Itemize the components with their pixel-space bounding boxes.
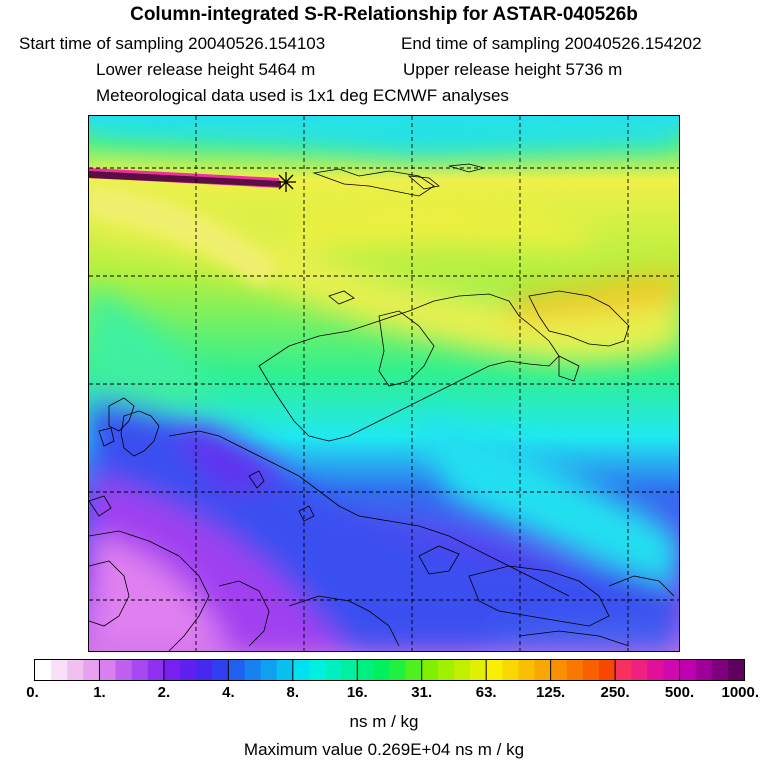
color-swatch — [518, 660, 536, 680]
upper-release-height-label: Upper release height 5736 m — [403, 60, 623, 79]
color-swatch — [695, 660, 713, 680]
map-title: Column-integrated S-R-Relationship for A… — [130, 4, 638, 25]
color-swatch — [341, 660, 358, 680]
color-swatch — [131, 660, 149, 680]
color-swatch — [147, 660, 165, 680]
map-canvas — [89, 116, 679, 651]
color-scale-swatches — [35, 660, 744, 680]
color-swatch — [534, 660, 552, 680]
color-swatch — [357, 660, 374, 680]
meteorological-data-label: Meteorological data used is 1x1 deg ECMW… — [96, 86, 509, 105]
color-swatch — [35, 660, 52, 680]
color-scale-tick-label: 1. — [93, 684, 106, 701]
color-scale-tick-label: 500. — [664, 684, 695, 701]
color-swatch — [598, 660, 616, 680]
color-scale-tick-label: 31. — [411, 684, 433, 701]
color-swatch — [292, 660, 310, 680]
units-label: ns m / kg — [349, 712, 419, 731]
color-scale-tick-label: 2. — [157, 684, 171, 701]
color-swatch — [453, 660, 471, 680]
color-swatch — [405, 660, 423, 680]
sensitivity-map — [88, 115, 680, 652]
color-swatch — [83, 660, 100, 680]
color-scale-tick-label: 1000. — [721, 684, 760, 701]
color-swatch — [115, 660, 133, 680]
color-swatch — [550, 660, 568, 680]
color-scale-tick-label: 8. — [286, 684, 300, 701]
color-swatch — [228, 660, 245, 680]
color-swatch — [679, 660, 697, 680]
color-swatch — [486, 660, 503, 680]
color-swatch — [727, 660, 744, 680]
color-swatch — [196, 660, 213, 680]
start-time-label: Start time of sampling 20040526.154103 — [19, 34, 326, 53]
color-swatch — [711, 660, 729, 680]
color-scale-tick-label: 250. — [600, 684, 630, 701]
color-swatch — [308, 660, 326, 680]
color-swatch — [260, 660, 278, 680]
color-swatch — [51, 660, 68, 680]
lower-release-height-label: Lower release height 5464 m — [96, 60, 316, 79]
color-swatch — [244, 660, 262, 680]
color-scale-tick-label: 63. — [475, 684, 497, 701]
color-swatch — [276, 660, 294, 680]
color-swatch — [631, 660, 648, 680]
max-value-label: Maximum value 0.269E+04 ns m / kg — [243, 740, 525, 759]
color-scale-bar — [34, 659, 745, 681]
color-swatch — [470, 660, 487, 680]
lat-lon-grid — [89, 116, 679, 651]
release-point-icon — [276, 172, 296, 192]
color-swatch — [325, 660, 342, 680]
color-swatch — [67, 660, 84, 680]
color-scale-tick-label: 4. — [222, 684, 235, 701]
end-time-label: End time of sampling 20040526.154202 — [401, 34, 702, 53]
color-swatch — [647, 660, 664, 680]
color-swatch — [373, 660, 390, 680]
color-swatch — [163, 660, 181, 680]
color-swatch — [663, 660, 681, 680]
color-scale-tick-label: 125. — [536, 684, 566, 701]
color-swatch — [615, 660, 632, 680]
color-swatch — [437, 660, 455, 680]
color-scale-tick-label: 16. — [346, 684, 368, 701]
color-swatch — [421, 660, 439, 680]
color-swatch — [582, 660, 600, 680]
color-swatch — [180, 660, 197, 680]
color-swatch — [566, 660, 584, 680]
color-swatch — [502, 660, 519, 680]
color-swatch — [99, 660, 117, 680]
color-swatch — [389, 660, 407, 680]
coastlines — [89, 163, 675, 651]
color-swatch — [212, 660, 229, 680]
color-scale-tick-label: 0. — [26, 684, 39, 701]
